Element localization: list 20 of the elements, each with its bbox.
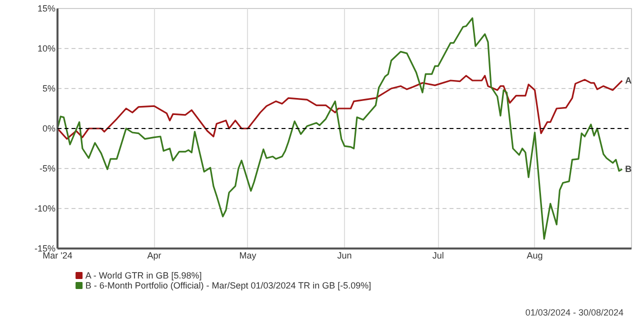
x-tick-label: Jul xyxy=(432,250,444,260)
annotation: B xyxy=(625,164,632,174)
legend-label: B - 6-Month Portfolio (Official) - Mar/Sept 01/03/2024 TR in GB [-5.09%] xyxy=(85,280,372,290)
line-series xyxy=(58,74,623,140)
y-tick-label: -15% xyxy=(34,244,56,254)
annotation: A xyxy=(625,76,632,86)
y-tick-label: 10% xyxy=(37,44,56,54)
text: 01/03/2024 - 30/08/2024 xyxy=(525,308,624,318)
x-tick-label: Jun xyxy=(337,250,352,260)
x-tick-label: May xyxy=(239,250,257,260)
y-tick-label: 5% xyxy=(42,84,56,94)
y-tick-label: 15% xyxy=(37,4,56,14)
x-tick-label: Mar '24 xyxy=(42,250,72,260)
y-tick-label: -10% xyxy=(34,204,56,214)
x-tick-label: Apr xyxy=(147,250,162,260)
y-tick-label: 0% xyxy=(42,124,56,134)
x-tick-label: Aug xyxy=(526,250,543,260)
legend-label: A - World GTR in GB [5.98%] xyxy=(85,270,202,280)
line-series xyxy=(58,17,623,240)
y-tick-label: -5% xyxy=(39,164,56,174)
